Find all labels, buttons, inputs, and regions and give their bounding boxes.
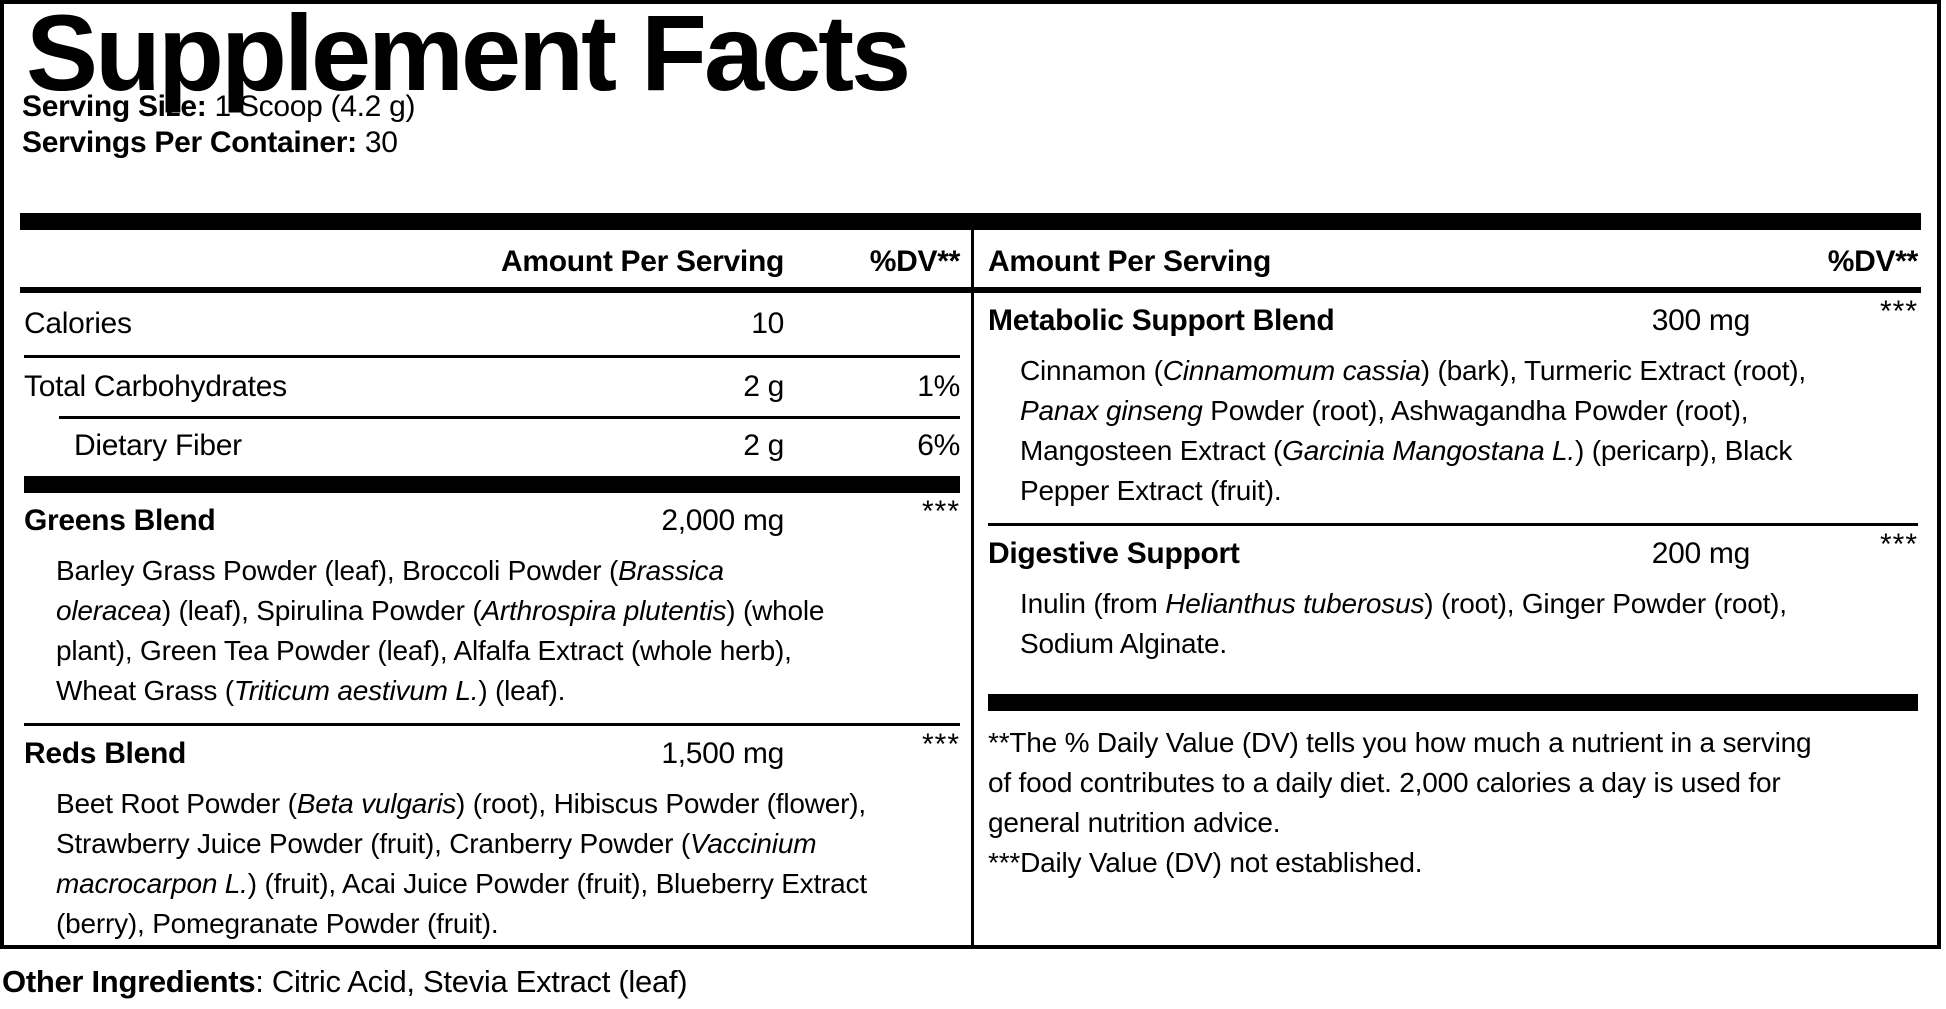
header-bottom-rule [20, 287, 1921, 293]
serving-size-label: Serving Size: [22, 90, 207, 123]
dv-not-established-footnote: ***Daily Value (DV) not established. [988, 847, 1423, 878]
right-column: Amount Per Serving %DV** Metabolic Suppo… [988, 230, 1918, 883]
blend-name: Metabolic Support Blend [988, 303, 1335, 337]
section-divider-bar [24, 476, 960, 493]
top-divider-bar [20, 213, 1921, 230]
nutrient-amount: 10 [751, 307, 784, 340]
reds-blend-ingredients: Beet Root Powder (Beta vulgaris) (root),… [56, 788, 867, 939]
left-column: Amount Per Serving %DV** Calories 10 Tot… [24, 230, 960, 948]
footnotes: **The % Daily Value (DV) tells you how m… [988, 711, 1918, 883]
blend-row-metabolic-support-blend: Metabolic Support Blend 300 mg *** [988, 293, 1918, 348]
serving-size-value: 1 Scoop (4.2 g) [206, 90, 416, 123]
nutrient-dv: 1% [917, 370, 960, 403]
blend-dv: *** [921, 727, 960, 761]
servings-per-container-value: 30 [356, 126, 398, 159]
blend-row-greens-blend: Greens Blend 2,000 mg *** [24, 493, 960, 548]
amount-per-serving-header: Amount Per Serving [988, 244, 1271, 278]
row-divider-line [24, 723, 960, 726]
percent-dv-header: %DV** [869, 244, 961, 278]
blend-dv: *** [1879, 294, 1918, 328]
nutrient-row-calories: Calories 10 [24, 293, 960, 358]
nutrient-name: Total Carbohydrates [24, 370, 287, 403]
percent-dv-header: %DV** [1827, 244, 1919, 278]
label-border-box: Supplement Facts Serving Size: 1 Scoop (… [0, 0, 1941, 949]
amount-per-serving-header: Amount Per Serving [501, 244, 784, 278]
nutrient-dv: 6% [917, 429, 960, 462]
blend-amount: 2,000 mg [661, 503, 784, 537]
other-ingredients-label: Other Ingredients [2, 964, 256, 999]
digestive-support-ingredients: Inulin (from Helianthus tuberosus) (root… [1020, 588, 1787, 659]
daily-value-footnote: **The % Daily Value (DV) tells you how m… [988, 727, 1812, 838]
blend-amount: 1,500 mg [661, 736, 784, 770]
other-ingredients-line: Other Ingredients: Citric Acid, Stevia E… [2, 964, 688, 1000]
page-title: Supplement Facts [26, 0, 911, 113]
blend-row-digestive-support: Digestive Support 200 mg *** [988, 526, 1918, 581]
nutrient-row-dietary-fiber: Dietary Fiber 2 g 6% [24, 416, 960, 476]
metabolic-support-blend-ingredients: Cinnamon (Cinnamomum cassia) (bark), Tur… [1020, 355, 1807, 506]
blend-row-reds-blend: Reds Blend 1,500 mg *** [24, 726, 960, 781]
footnote-divider-bar [988, 694, 1918, 711]
blend-amount: 200 mg [1651, 536, 1751, 570]
blend-dv: *** [1879, 527, 1918, 561]
nutrient-name: Calories [24, 307, 132, 340]
greens-blend-ingredients: Barley Grass Powder (leaf), Broccoli Pow… [56, 555, 825, 706]
servings-per-container-label: Servings Per Container: [22, 126, 357, 159]
blend-name: Reds Blend [24, 736, 187, 770]
blend-dv: *** [921, 494, 960, 528]
nutrient-amount: 2 g [743, 370, 784, 403]
other-ingredients-value: : Citric Acid, Stevia Extract (leaf) [255, 964, 688, 999]
blend-amount: 300 mg [1651, 303, 1751, 337]
left-column-header: Amount Per Serving %DV** [24, 230, 960, 293]
blend-name: Greens Blend [24, 503, 216, 537]
nutrient-name: Dietary Fiber [74, 429, 242, 462]
blend-name: Digestive Support [988, 536, 1240, 570]
nutrient-amount: 2 g [743, 429, 784, 462]
row-divider-line [988, 523, 1918, 526]
serving-size-line: Serving Size: 1 Scoop (4.2 g) [22, 90, 415, 124]
right-column-header: Amount Per Serving %DV** [988, 230, 1918, 293]
facts-columns: Amount Per Serving %DV** Calories 10 Tot… [20, 230, 1921, 945]
servings-per-container-line: Servings Per Container: 30 [22, 126, 398, 160]
column-divider [971, 230, 974, 945]
nutrient-row-total-carbohydrates: Total Carbohydrates 2 g 1% [24, 358, 960, 416]
